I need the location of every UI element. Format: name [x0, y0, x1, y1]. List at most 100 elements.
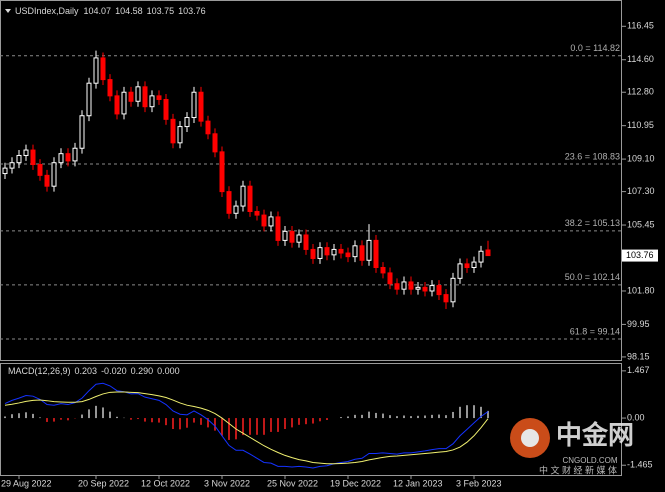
y-tick-label: 1.467 — [627, 365, 650, 375]
candle-body — [359, 245, 365, 261]
candle-body — [114, 95, 120, 115]
candle-body — [170, 118, 176, 144]
macd-status: 0.290 — [131, 366, 154, 376]
candle-body — [422, 286, 428, 292]
candle-body — [142, 86, 148, 108]
high-value: 104.58 — [115, 6, 143, 16]
y-tick-label: 101.80 — [627, 285, 655, 295]
x-tick-label: 3 Feb 2023 — [456, 478, 502, 488]
candle-body — [373, 239, 379, 268]
macd-header: MACD(12,26,9) 0.203 -0.020 0.290 0.000 — [8, 366, 180, 376]
candle-body — [156, 95, 162, 100]
candle-body — [205, 120, 211, 135]
candle-body — [100, 57, 106, 81]
x-tick-label: 12 Oct 2022 — [141, 478, 190, 488]
y-tick-label: 110.95 — [627, 120, 654, 130]
watermark-slogan: 中 文 财 经 新 媒 体 — [539, 464, 617, 475]
macd-status: 0.000 — [157, 366, 180, 376]
x-tick-label: 12 Jan 2023 — [393, 478, 443, 488]
candle-body — [121, 91, 127, 115]
candle-body — [366, 239, 372, 261]
candle-body — [436, 285, 442, 296]
candle-body — [93, 57, 99, 84]
candle-body — [2, 167, 8, 175]
watermark: 中金网 CNGOLD.COM 中 文 财 经 新 媒 体 — [510, 418, 634, 475]
candle-body — [240, 185, 246, 207]
candle-body — [296, 234, 302, 243]
macd-frame — [0, 363, 622, 476]
candle-body — [338, 248, 344, 254]
watermark-brand: 中金网 — [556, 420, 634, 450]
x-tick-label: 25 Nov 2022 — [267, 478, 318, 488]
candle-body — [128, 91, 134, 102]
macd-status: 0.203 — [75, 366, 98, 376]
y-tick-label: 109.10 — [627, 153, 655, 163]
candle-body — [233, 205, 239, 214]
price-box-label: 103.76 — [626, 250, 654, 260]
candle-body — [149, 95, 155, 108]
candle-body — [331, 248, 337, 256]
y-tick-label: 107.30 — [627, 186, 655, 196]
candle-body — [303, 234, 309, 250]
fib-label: 0.0 = 114.82 — [570, 43, 620, 53]
candle-body — [254, 210, 260, 216]
candle-body — [184, 117, 190, 128]
candle-body — [261, 214, 267, 227]
close-value: 103.76 — [178, 6, 206, 16]
low-value: 103.75 — [147, 6, 175, 16]
candle-body — [457, 263, 463, 279]
y-tick-label: 114.60 — [627, 54, 654, 64]
candle-body — [16, 154, 22, 164]
y-tick-label: 112.80 — [627, 87, 654, 97]
x-tick-label: 20 Sep 2022 — [78, 478, 129, 488]
candle-body — [485, 249, 491, 257]
candle-body — [450, 277, 456, 303]
candle-body — [415, 286, 421, 290]
candle-body — [37, 164, 43, 176]
chart-header: USDIndex,Daily 104.07 104.58 103.75 103.76 — [15, 6, 206, 16]
candle-body — [51, 162, 57, 187]
candle-body — [443, 294, 449, 303]
candle-body — [268, 216, 274, 227]
y-tick-label: 98.15 — [627, 351, 650, 361]
candle-body — [72, 147, 78, 162]
y-tick-label: 99.95 — [627, 319, 650, 329]
candle-body — [310, 248, 316, 259]
candle-body — [464, 263, 470, 268]
candle-body — [401, 281, 407, 290]
candle-body — [324, 247, 330, 256]
candle-body — [9, 162, 15, 169]
candle-body — [191, 91, 197, 119]
candle-body — [44, 174, 50, 187]
candle-body — [135, 86, 141, 102]
main-frame — [0, 0, 622, 361]
macd-title: MACD(12,26,9) — [8, 366, 71, 376]
candle-body — [247, 185, 253, 212]
fib-label: 61.8 = 99.14 — [570, 326, 620, 336]
candle-body — [177, 126, 183, 144]
y-tick-label: 0.00 — [627, 412, 645, 422]
candle-body — [289, 230, 295, 243]
open-value: 104.07 — [84, 6, 112, 16]
candle-body — [219, 151, 225, 193]
candle-body — [387, 272, 393, 285]
candle-body — [163, 98, 169, 120]
y-tick-label: -1.465 — [627, 460, 653, 470]
fib-label: 50.0 = 102.14 — [565, 272, 620, 282]
candle-body — [429, 285, 435, 292]
x-tick-label: 3 Nov 2022 — [204, 478, 250, 488]
y-tick-label: 105.45 — [627, 219, 655, 229]
candle-body — [198, 91, 204, 122]
x-tick-label: 19 Dec 2022 — [330, 478, 381, 488]
x-tick-label: 29 Aug 2022 — [1, 478, 52, 488]
candle-body — [65, 153, 71, 162]
candle-body — [394, 283, 400, 290]
candle-body — [275, 216, 281, 241]
candle-body — [30, 149, 36, 166]
candle-body — [408, 281, 414, 290]
macd-line — [4, 382, 489, 469]
candle-body — [352, 245, 358, 258]
watermark-logo-inner — [521, 429, 539, 447]
